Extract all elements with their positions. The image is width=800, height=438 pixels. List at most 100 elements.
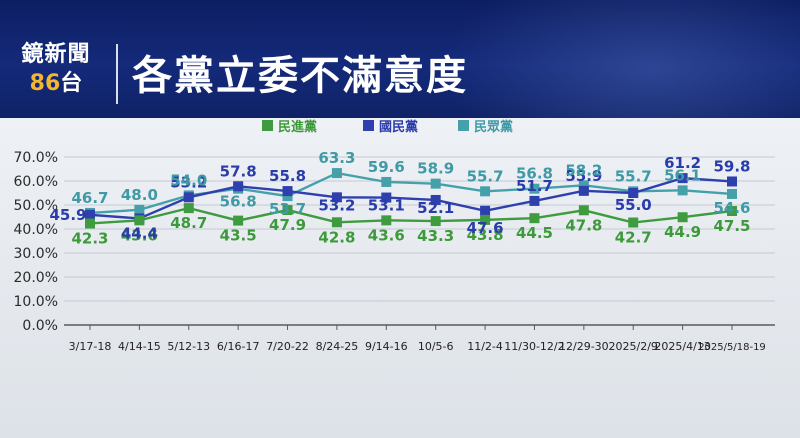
data-label: 51.7 (516, 177, 553, 195)
y-tick-label: 70.0% (14, 150, 58, 166)
data-point (233, 215, 244, 226)
data-label: 58.2 (565, 161, 602, 179)
data-point (282, 186, 293, 197)
x-tick-label: 8/24-25 (316, 340, 359, 353)
data-label: 47.9 (269, 216, 306, 234)
chart-background (0, 118, 800, 438)
data-label: 55.7 (467, 167, 504, 185)
logo-line2: 86台 (0, 70, 112, 98)
logo-line1: 鏡新聞 (21, 42, 91, 67)
data-point (134, 215, 145, 226)
x-tick-label: 3/17-18 (69, 340, 112, 353)
x-tick-label: 2025/2/9 (609, 340, 658, 353)
data-label: 53.2 (318, 196, 355, 214)
data-label: 47.5 (713, 217, 750, 235)
logo-divider (116, 44, 118, 104)
y-tick-label: 10.0% (14, 294, 58, 310)
data-point (677, 212, 688, 223)
data-label: 42.3 (71, 229, 108, 247)
data-label: 43.5 (220, 227, 257, 245)
data-label: 52.1 (417, 199, 454, 217)
data-label: 55.9 (565, 167, 602, 185)
data-label: 47.6 (467, 219, 504, 237)
y-tick-label: 0.0% (22, 318, 58, 334)
data-point (529, 183, 540, 194)
data-label: 48.0 (121, 186, 158, 204)
data-point (183, 192, 194, 203)
data-point (578, 185, 589, 196)
data-label: 59.8 (713, 157, 750, 175)
data-label: 44.4 (121, 224, 158, 242)
x-tick-label: 2025/5/18-19 (698, 342, 766, 353)
legend-swatch (458, 120, 469, 131)
data-point (282, 191, 293, 202)
data-point (430, 178, 441, 189)
header-banner: 鏡新聞 86台 各黨立委不滿意度 (0, 0, 800, 118)
data-label: 43.3 (417, 227, 454, 245)
legend-swatch (262, 120, 273, 131)
data-label: 56.1 (664, 166, 701, 184)
header-sheen (440, 0, 800, 118)
y-tick-label: 50.0% (14, 198, 58, 214)
data-point (480, 186, 491, 197)
series-line (89, 206, 733, 225)
data-point (727, 176, 737, 187)
data-point (85, 209, 95, 220)
data-label: 59.6 (368, 158, 405, 176)
data-point (331, 192, 342, 203)
x-tick-label: 7/20-22 (266, 340, 309, 353)
data-point (381, 192, 392, 203)
data-point (480, 205, 491, 216)
data-point (430, 216, 441, 227)
data-label: 42.8 (318, 228, 355, 246)
x-tick-label: 4/14-15 (118, 340, 161, 353)
x-tick-label: 5/12-13 (167, 340, 210, 353)
x-tick-label: 11/2-4 (467, 340, 503, 353)
data-label: 45.9 (49, 206, 86, 224)
x-tick-label: 10/5-6 (418, 340, 454, 353)
data-point (578, 180, 589, 191)
data-point (134, 204, 145, 215)
x-tick-label: 2025/4/13 (654, 340, 710, 353)
channel-logo: 鏡新聞 86台 (0, 36, 112, 108)
data-point (430, 194, 441, 205)
data-label: 44.9 (664, 223, 701, 241)
data-point (85, 218, 95, 229)
data-label: 55.8 (269, 167, 306, 185)
legend-label: 國民黨 (379, 119, 418, 135)
data-label: 54.6 (713, 199, 750, 217)
data-point (381, 176, 392, 187)
data-label: 56.8 (516, 165, 553, 183)
y-tick-label: 30.0% (14, 246, 58, 262)
data-label: 43.6 (121, 226, 158, 244)
legend-label: 民進黨 (278, 119, 317, 135)
data-label: 61.2 (664, 154, 701, 172)
data-label: 53.7 (269, 200, 306, 218)
data-label: 53.1 (368, 197, 405, 215)
x-tick-label: 12/29-30 (559, 340, 609, 353)
data-label: 43.6 (368, 226, 405, 244)
legend-label: 民眾黨 (474, 119, 513, 135)
y-tick-label: 20.0% (14, 270, 58, 286)
logo-suffix: 台 (60, 71, 83, 96)
data-label: 46.7 (71, 189, 108, 207)
data-label: 55.0 (615, 196, 652, 214)
x-tick-label: 11/30-12/2 (504, 340, 564, 353)
data-label: 55.7 (615, 167, 652, 185)
data-label: 63.3 (318, 149, 355, 167)
data-point (628, 188, 639, 198)
data-label: 43.8 (467, 226, 504, 244)
data-point (381, 215, 392, 226)
series-line (89, 176, 733, 220)
data-label: 48.7 (170, 214, 207, 232)
data-point (677, 173, 688, 184)
data-label: 44.5 (516, 224, 553, 242)
data-point (628, 217, 639, 228)
y-tick-label: 40.0% (14, 222, 58, 238)
data-point (233, 181, 244, 192)
logo-number: 86 (29, 71, 61, 96)
data-label: 56.8 (220, 193, 257, 211)
data-label: 58.9 (417, 160, 454, 178)
x-tick-label: 6/16-17 (217, 340, 260, 353)
